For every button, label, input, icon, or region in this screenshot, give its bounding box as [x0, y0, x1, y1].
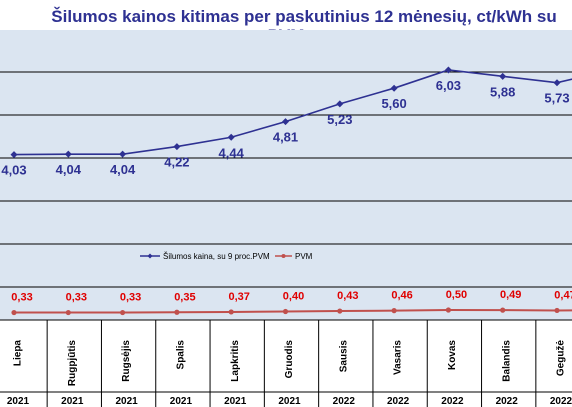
- data-label-heat-price: 4,03: [1, 163, 26, 178]
- legend-marker-heat-price: [147, 253, 153, 259]
- data-point-vat: [445, 307, 451, 313]
- x-year-label: 2022: [333, 396, 356, 407]
- x-tick-label: Gruodis: [284, 340, 295, 379]
- x-year-label: 2021: [170, 396, 193, 407]
- data-point-vat: [120, 309, 126, 316]
- data-point-vat: [174, 309, 180, 315]
- x-tick-label: Gegužė: [556, 340, 567, 377]
- data-label-heat-price: 4,04: [110, 162, 136, 177]
- data-label-vat: 0,43: [337, 290, 358, 302]
- data-point-vat: [11, 309, 17, 316]
- series-line-vat: [14, 308, 572, 314]
- data-point-heat-price: [64, 150, 72, 158]
- x-tick-label: Lapkritis: [230, 340, 241, 382]
- data-label-vat: 0,49: [500, 289, 521, 301]
- data-point-vat: [228, 309, 234, 315]
- data-label-heat-price: 5,23: [327, 112, 352, 127]
- series-line-heat-price: [13, 69, 572, 156]
- data-label-heat-price: 4,22: [164, 155, 189, 170]
- data-point-heat-price: [444, 66, 452, 74]
- data-label-vat: 0,33: [66, 292, 87, 304]
- data-label-heat-price: 5,60: [381, 96, 406, 111]
- x-tick-label: Sausis: [338, 340, 349, 373]
- data-point-heat-price: [390, 84, 398, 92]
- data-point-heat-price: [553, 79, 561, 87]
- legend-marker-vat: [281, 254, 286, 258]
- legend-label-heat-price: Šilumos kaina, su 9 proc.PVM: [163, 252, 270, 261]
- data-point-heat-price: [336, 100, 344, 108]
- x-tick-label: Liepa: [13, 340, 24, 367]
- data-point-vat: [65, 309, 71, 316]
- legend-label-vat: PVM: [295, 252, 313, 261]
- x-year-label: 2021: [278, 396, 301, 407]
- data-label-vat: 0,50: [446, 289, 467, 301]
- x-tick-label: Rugsėjis: [121, 340, 132, 382]
- x-year-label: 2022: [496, 396, 519, 407]
- plot-area: [0, 30, 572, 320]
- data-point-heat-price: [173, 143, 181, 151]
- data-point-vat: [391, 308, 397, 314]
- data-point-vat: [337, 308, 343, 314]
- data-point-vat: [500, 307, 506, 313]
- x-year-label: 2021: [115, 396, 138, 407]
- data-label-heat-price: 4,81: [273, 130, 298, 145]
- data-label-vat: 0,47: [554, 289, 572, 301]
- x-year-label: 2022: [441, 396, 464, 407]
- x-year-label: 2021: [7, 396, 30, 407]
- x-year-label: 2022: [387, 396, 410, 407]
- x-year-label: 2022: [550, 396, 572, 407]
- data-label-heat-price: 4,44: [219, 145, 245, 160]
- data-point-vat: [554, 307, 560, 314]
- x-tick-label: Kovas: [447, 340, 458, 370]
- data-label-vat: 0,37: [228, 291, 249, 303]
- x-tick-label: Spalis: [176, 340, 187, 370]
- x-year-label: 2021: [61, 396, 84, 407]
- data-label-heat-price: 5,88: [490, 84, 515, 99]
- data-label-heat-price: 5,73: [544, 91, 569, 106]
- data-point-heat-price: [10, 151, 18, 159]
- data-label-heat-price: 4,04: [56, 162, 82, 177]
- x-tick-label: Balandis: [501, 340, 512, 382]
- x-tick-label: Vasaris: [393, 340, 404, 375]
- data-label-vat: 0,40: [283, 291, 304, 303]
- chart-title-line1: Šilumos kainos kitimas per paskutinius 1…: [51, 7, 557, 26]
- data-label-vat: 0,33: [11, 292, 32, 304]
- data-label-heat-price: 6,03: [436, 78, 461, 93]
- data-label-vat: 0,35: [174, 291, 195, 303]
- data-point-heat-price: [499, 72, 507, 80]
- data-point-vat: [282, 308, 289, 315]
- x-year-label: 2021: [224, 396, 247, 407]
- x-tick-label: Rugpjūtis: [67, 340, 78, 387]
- data-point-heat-price: [119, 150, 127, 158]
- data-label-vat: 0,46: [391, 290, 412, 302]
- data-point-heat-price: [227, 133, 235, 141]
- data-point-heat-price: [282, 118, 289, 126]
- data-label-vat: 0,33: [120, 292, 141, 304]
